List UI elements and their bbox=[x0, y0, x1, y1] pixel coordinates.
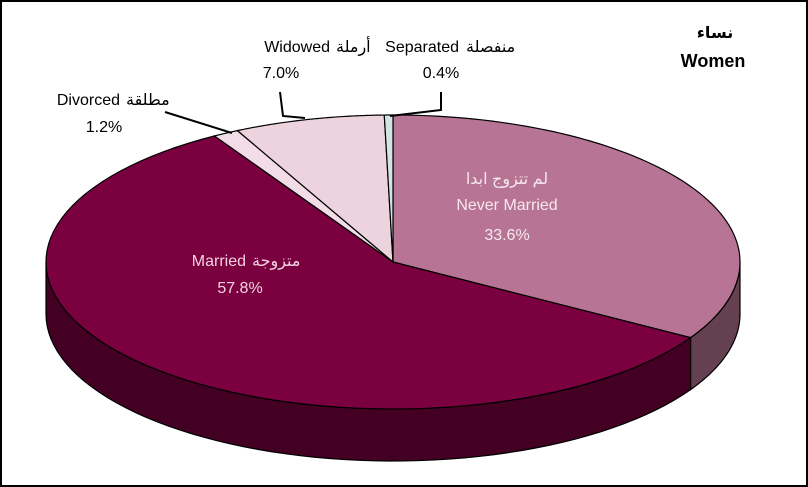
slice bbox=[45, 135, 693, 410]
slice-label: Widowed bbox=[264, 39, 330, 56]
value-label: 7.0% bbox=[263, 65, 299, 82]
value-label: 1.2% bbox=[86, 119, 122, 136]
slice bbox=[236, 114, 394, 264]
slice bbox=[392, 114, 741, 339]
leader-line bbox=[389, 92, 442, 117]
value-label: 33.6% bbox=[484, 227, 529, 244]
chart-title: Women bbox=[681, 51, 746, 71]
slice-label: Divorced bbox=[57, 92, 120, 109]
slice-label-ar: متزوجة bbox=[252, 253, 300, 271]
slice bbox=[213, 129, 394, 263]
leader-line bbox=[279, 91, 306, 119]
slice-label: Separated bbox=[385, 39, 459, 56]
value-label: 0.4% bbox=[423, 65, 459, 82]
value-label: 57.8% bbox=[217, 280, 262, 297]
slice-label: Never Married bbox=[456, 197, 557, 214]
slice-label-ar: أرملة bbox=[336, 36, 371, 57]
leader-line bbox=[164, 111, 233, 134]
slice-label-ar: مطلقة bbox=[126, 92, 170, 109]
chart-title-ar: نساء bbox=[697, 25, 733, 42]
slice-label-ar: منفصلة bbox=[466, 39, 515, 56]
slice-label-ar: لم تتزوج ابدا bbox=[466, 171, 548, 189]
slice-label: Married bbox=[192, 253, 246, 270]
